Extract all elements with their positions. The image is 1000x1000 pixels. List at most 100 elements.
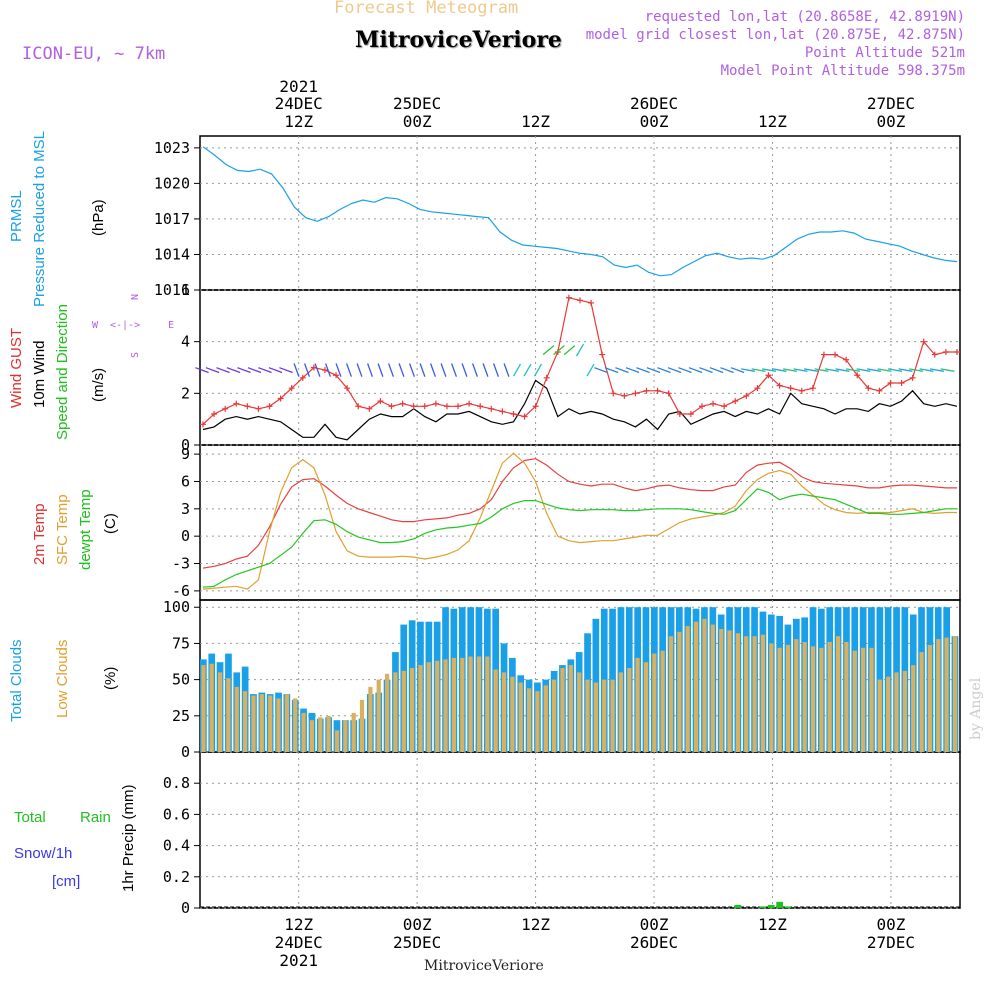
- low-cloud-bar: [276, 698, 281, 752]
- low-cloud-bar: [226, 678, 231, 752]
- wind-direction-arrow: [345, 363, 353, 377]
- wind-direction-arrow: [247, 367, 262, 374]
- low-cloud-bar: [334, 730, 340, 752]
- gust-marker: [543, 374, 550, 381]
- gust-marker: [266, 403, 273, 410]
- gust-marker: [698, 403, 705, 410]
- wind-direction-arrow: [237, 367, 251, 374]
- low-cloud-bar: [694, 621, 699, 752]
- wind-direction-arrow: [324, 363, 332, 377]
- wind-direction-arrow: [542, 345, 555, 356]
- gust-marker: [477, 403, 484, 410]
- gust-marker: [255, 405, 262, 412]
- gust-marker: [410, 403, 417, 410]
- y-tick-label: 25: [172, 707, 190, 725]
- low-cloud-bar: [243, 691, 248, 752]
- low-cloud-bar: [719, 629, 724, 752]
- gust-marker: [377, 398, 384, 405]
- low-cloud-bar: [234, 686, 239, 752]
- bottom-hour-label: 12Z: [284, 915, 313, 934]
- wind-direction-arrow: [625, 367, 640, 374]
- y-tick-label: 1011: [154, 281, 190, 299]
- wind-direction-arrow: [740, 368, 756, 372]
- wind-direction-arrow: [845, 368, 861, 372]
- wind-direction-arrow: [482, 363, 489, 377]
- panel-frame-5: [199, 751, 961, 909]
- wind-direction-arrow: [377, 363, 384, 377]
- wind-direction-arrow: [293, 363, 300, 377]
- gust-marker: [787, 385, 794, 392]
- low-cloud-bar: [902, 670, 907, 752]
- low-cloud-bar: [802, 642, 807, 752]
- pressure-line: [202, 146, 958, 277]
- gust-marker: [832, 351, 839, 358]
- wind-direction-arrow: [730, 367, 745, 374]
- low-cloud-bar: [343, 720, 348, 752]
- wind-direction-arrow: [835, 368, 850, 372]
- y-tick-label: 0.8: [163, 774, 190, 792]
- wind-direction-arrow: [195, 367, 209, 374]
- wind-direction-arrow: [314, 363, 321, 377]
- wind-direction-arrow: [492, 363, 500, 377]
- wind-direction-arrow: [646, 367, 661, 374]
- low-cloud-bar: [426, 662, 431, 752]
- low-cloud-bar: [886, 676, 891, 752]
- wind-direction-arrow: [636, 367, 650, 374]
- low-cloud-bar: [577, 672, 582, 752]
- gust-marker: [277, 395, 284, 402]
- low-cloud-bar: [685, 626, 690, 752]
- page-title: MitroviceVeriore: [355, 27, 562, 53]
- low-cloud-bar: [401, 670, 406, 752]
- low-cloud-bar: [643, 662, 649, 752]
- wind-direction-arrow: [279, 367, 293, 374]
- low-cloud-bar: [476, 656, 482, 752]
- gust-marker: [344, 385, 351, 392]
- gust-marker: [621, 392, 628, 399]
- low-cloud-bar: [568, 665, 573, 752]
- temp-sfc-line: [202, 452, 957, 590]
- top-hour-label: 12Z: [758, 112, 787, 131]
- low-cloud-bar: [284, 694, 289, 752]
- temp-dewpt-line: [202, 488, 957, 588]
- low-cloud-bar: [535, 691, 540, 752]
- low-cloud-bar: [493, 669, 498, 752]
- wind-direction-arrow: [594, 367, 608, 374]
- low-cloud-bar: [218, 672, 223, 752]
- y-tick-label: 100: [163, 598, 190, 616]
- low-cloud-bar: [660, 650, 665, 752]
- low-cloud-bar: [460, 657, 465, 752]
- low-cloud-bar: [911, 665, 916, 752]
- y-tick-label: 0: [181, 743, 190, 761]
- wind-direction-arrow: [908, 368, 924, 372]
- label-rain: Rain: [80, 809, 111, 826]
- gust-marker: [510, 411, 517, 417]
- y-tick-label: 0.2: [163, 868, 190, 886]
- panel-frame-1: [199, 135, 961, 291]
- gust-marker: [532, 403, 539, 410]
- wind-direction-arrow: [678, 367, 692, 374]
- gust-marker: [599, 351, 606, 358]
- top-day-label: 24DEC: [275, 94, 323, 113]
- top-hour-label: 00Z: [640, 112, 669, 131]
- low-cloud-bar: [702, 618, 707, 752]
- wind-direction-arrow: [356, 363, 363, 377]
- wind-direction-arrow: [824, 368, 840, 372]
- wind-direction-arrow: [461, 363, 468, 377]
- wind-direction-arrow: [440, 363, 447, 377]
- bottom-hour-label: 00Z: [640, 915, 669, 934]
- wind-direction-arrow: [387, 363, 395, 377]
- bottom-day-label: 26DEC: [630, 933, 678, 952]
- y-tick-label: 1023: [154, 139, 190, 157]
- model-name: ICON-EU, ~ 7km: [22, 44, 166, 64]
- low-cloud-bar: [351, 712, 356, 752]
- low-cloud-bar: [259, 694, 264, 752]
- closest-coords: model grid closest lon,lat (20.875E, 42.…: [585, 27, 965, 43]
- low-cloud-bar: [752, 636, 757, 752]
- gust-marker: [931, 351, 938, 358]
- gust-marker: [233, 400, 240, 407]
- low-cloud-bar: [201, 665, 206, 752]
- low-cloud-bar: [268, 695, 273, 752]
- low-cloud-bar: [610, 679, 615, 752]
- wind-direction-arrow: [803, 368, 819, 372]
- low-cloud-bar: [301, 712, 306, 752]
